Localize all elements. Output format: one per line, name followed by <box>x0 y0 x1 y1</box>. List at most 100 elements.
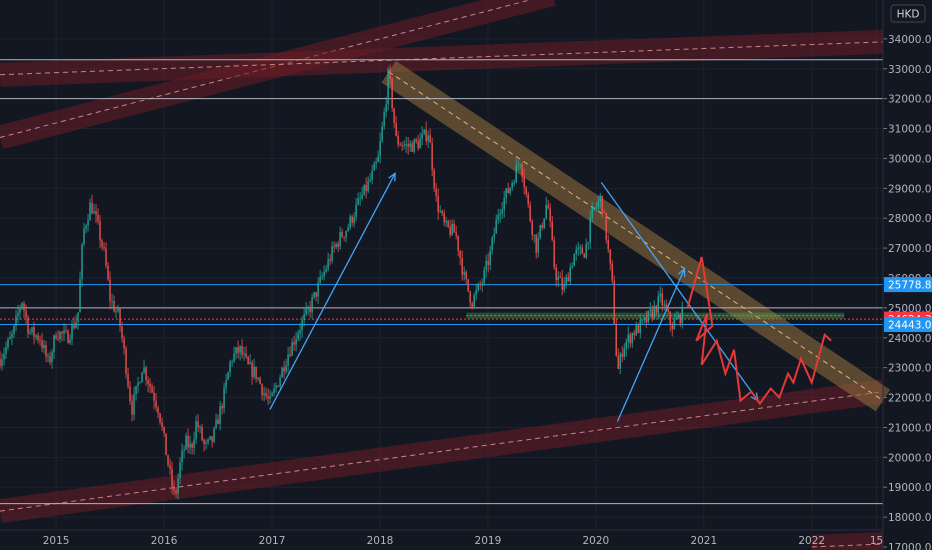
candle-body <box>355 204 357 218</box>
candle-body <box>333 246 335 248</box>
candle-body <box>551 221 553 241</box>
candle-body <box>35 335 37 337</box>
candle-body <box>579 247 581 249</box>
candle-body <box>67 331 69 343</box>
candle-body <box>79 279 81 313</box>
candle-body <box>49 356 51 363</box>
candle-body <box>127 374 129 387</box>
x-tick-label: 2016 <box>151 535 178 547</box>
candle-body <box>213 427 215 442</box>
candle-body <box>83 228 85 245</box>
candle-body <box>655 305 657 313</box>
candle-body <box>339 231 341 247</box>
candle-body <box>447 220 449 227</box>
candle-body <box>89 202 91 221</box>
candle-body <box>313 292 315 298</box>
price-label: 25778.8 <box>888 280 931 292</box>
candle-body <box>215 419 217 428</box>
candle-body <box>337 243 339 247</box>
candle-body <box>439 211 441 213</box>
candle-body <box>159 413 161 423</box>
candle-body <box>431 142 433 170</box>
candle-body <box>453 223 455 233</box>
candle-body <box>309 308 311 313</box>
candle-body <box>567 276 569 282</box>
candle-body <box>193 439 195 448</box>
candle-body <box>113 300 115 312</box>
candle-body <box>253 366 255 377</box>
candle-body <box>475 290 477 295</box>
candle-body <box>647 310 649 323</box>
candle-body <box>627 334 629 342</box>
y-tick-label: 17000.0 <box>888 542 931 550</box>
candle-body <box>429 135 431 143</box>
candle-body <box>583 253 585 258</box>
candle-body <box>261 384 263 396</box>
candle-body <box>497 215 499 220</box>
candle-body <box>573 253 575 267</box>
candle-body <box>5 346 7 354</box>
candle-body <box>463 272 465 275</box>
candle-body <box>375 161 377 164</box>
candle-body <box>529 204 531 221</box>
candle-body <box>373 163 375 171</box>
y-tick-label: 18000.0 <box>888 512 931 524</box>
candle-body <box>27 317 29 334</box>
candle-body <box>45 345 47 357</box>
candle-body <box>391 79 393 109</box>
candle-body <box>561 277 563 290</box>
candle-body <box>657 296 659 313</box>
candle-body <box>641 319 643 321</box>
candle-body <box>133 394 135 415</box>
candle-body <box>409 143 411 147</box>
candle-body <box>345 231 347 238</box>
candle-body <box>305 308 307 315</box>
candle-body <box>157 407 159 414</box>
candle-body <box>225 379 227 388</box>
x-tick-label: 2020 <box>582 535 609 547</box>
candle-body <box>311 297 313 313</box>
candle-body <box>559 276 561 278</box>
candle-body <box>105 248 107 266</box>
projection-path <box>686 256 832 406</box>
candle-body <box>637 324 639 333</box>
candle-body <box>413 139 415 152</box>
currency-badge[interactable]: HKD <box>890 4 926 23</box>
candle-body <box>671 324 673 330</box>
candle-body <box>359 198 361 200</box>
candle-body <box>597 201 599 207</box>
candle-body <box>323 271 325 277</box>
candle-body <box>165 433 167 456</box>
candle-body <box>233 353 235 362</box>
candle-body <box>169 465 171 469</box>
candle-body <box>123 338 125 349</box>
candle-body <box>175 490 177 494</box>
y-tick-label: 22000.0 <box>888 393 931 405</box>
y-tick-label: 33000.0 <box>888 64 931 76</box>
candle-body <box>549 208 551 222</box>
candle-body <box>81 244 83 280</box>
candle-body <box>433 169 435 189</box>
candle-body <box>167 455 169 466</box>
candle-body <box>437 196 439 212</box>
candle-body <box>489 250 491 265</box>
candle-body <box>37 335 39 340</box>
candle-body <box>321 276 323 278</box>
candle-body <box>499 213 501 216</box>
candle-body <box>107 265 109 280</box>
y-tick-label: 23000.0 <box>888 363 931 375</box>
candle-body <box>651 309 653 318</box>
candle-body <box>483 269 485 284</box>
candle-body <box>617 355 619 369</box>
candle-body <box>87 220 89 226</box>
candle-body <box>605 212 607 240</box>
candle-body <box>55 335 57 339</box>
blue-arrow <box>616 268 685 422</box>
candle-body <box>545 205 547 219</box>
candle-body <box>399 144 401 146</box>
candles <box>0 64 683 500</box>
candle-body <box>237 347 239 353</box>
candle-body <box>455 232 457 236</box>
blue-arrow <box>600 181 759 401</box>
